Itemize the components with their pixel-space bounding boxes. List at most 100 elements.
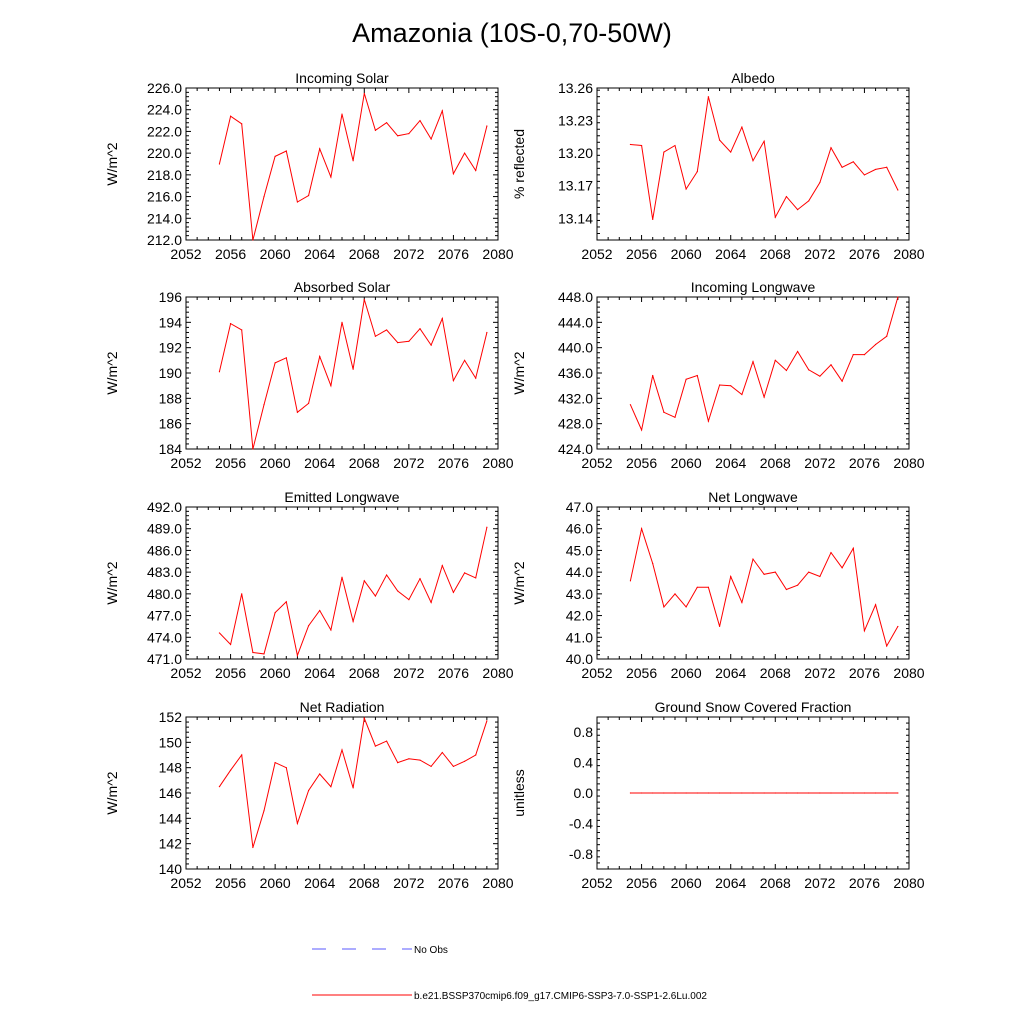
data-point [752, 160, 754, 162]
data-point [229, 769, 232, 771]
x-tick-label: 2068 [760, 246, 791, 262]
data-point [397, 590, 399, 592]
data-point [307, 789, 310, 792]
data-point [475, 377, 477, 379]
y-tick-label: 216.0 [147, 189, 182, 205]
data-point [463, 572, 466, 574]
data-point [730, 792, 732, 794]
data-point [774, 571, 776, 573]
plot-frame [596, 296, 910, 450]
data-point [274, 155, 276, 157]
data-point [863, 174, 866, 176]
data-point [486, 526, 488, 528]
panel-title: Absorbed Solar [294, 279, 391, 295]
data-point [652, 218, 654, 220]
y-axis-label: W/m^2 [104, 351, 120, 394]
data-point [830, 552, 832, 554]
data-point [296, 822, 299, 825]
x-tick-label: 2064 [304, 875, 335, 891]
data-point [352, 160, 354, 162]
x-tick-label: 2064 [304, 665, 335, 681]
data-point [397, 762, 399, 764]
data-point [430, 344, 432, 346]
ticks [185, 87, 499, 241]
x-tick-label: 2072 [393, 246, 424, 262]
data-point [640, 429, 643, 431]
y-tick-label: 146 [159, 785, 183, 801]
data-point [707, 792, 710, 794]
panel-title: Net Radiation [300, 699, 385, 715]
data-point [430, 138, 432, 140]
data-point [897, 296, 899, 298]
data-point [707, 96, 710, 98]
panel-title: Emitted Longwave [284, 489, 399, 505]
data-point [419, 759, 421, 761]
data-point [307, 402, 310, 404]
y-axis-label: % reflected [511, 129, 527, 199]
data-point [718, 139, 721, 141]
data-point [463, 152, 466, 154]
data-point [385, 740, 388, 742]
data-point [707, 586, 710, 588]
data-point [274, 762, 276, 764]
y-tick-label: 448.0 [558, 289, 593, 305]
y-tick-label: 0.0 [574, 785, 594, 801]
y-tick-label: 150 [159, 734, 183, 750]
panel-title: Net Longwave [708, 489, 798, 505]
data-point [486, 125, 488, 127]
x-tick-label: 2080 [893, 665, 924, 681]
y-tick-label: 186 [159, 416, 183, 432]
y-tick-label: 222.0 [147, 123, 182, 139]
data-point [341, 113, 343, 115]
x-tick-label: 2068 [349, 246, 380, 262]
data-point [430, 601, 432, 604]
x-tick-label: 2076 [438, 875, 469, 891]
x-tick-label: 2060 [260, 455, 291, 471]
y-axis-label: unitless [511, 769, 527, 816]
y-tick-label: -0.4 [569, 815, 593, 831]
x-tick-label: 2080 [893, 246, 924, 262]
series-line [218, 299, 488, 450]
x-tick-label: 2072 [804, 455, 835, 471]
data-point [874, 792, 877, 794]
data-point [897, 189, 899, 191]
series-line [630, 96, 899, 220]
x-tick-label: 2080 [482, 665, 513, 681]
data-point [874, 343, 877, 346]
y-tick-label: 42.0 [566, 608, 593, 624]
x-tick-label: 2056 [626, 246, 657, 262]
plot-frame [596, 506, 910, 660]
y-tick-label: 152 [159, 709, 183, 725]
data-point [252, 846, 254, 849]
data-point [363, 580, 365, 582]
data-point [218, 786, 221, 788]
panels: Incoming Solar W/m^2 2052 2056 2060 2064 2068 2… [104, 70, 925, 891]
data-point [808, 571, 810, 573]
data-point [674, 792, 676, 794]
data-point [730, 385, 732, 387]
x-tick-label: 2064 [715, 875, 746, 891]
x-tick-label: 2076 [438, 455, 469, 471]
data-point [774, 359, 776, 361]
x-tick-label: 2056 [626, 875, 657, 891]
y-tick-label: 218.0 [147, 167, 182, 183]
data-point [663, 792, 665, 794]
x-tick-label: 2068 [349, 665, 380, 681]
y-axis-label: W/m^2 [104, 142, 120, 185]
y-tick-label: 486.0 [147, 542, 182, 558]
data-point [763, 573, 765, 575]
data-point [486, 720, 488, 722]
data-point [852, 547, 854, 549]
data-point [785, 792, 788, 794]
y-tick-label: 424.0 [558, 441, 593, 457]
x-tick-label: 2080 [482, 246, 513, 262]
y-tick-label: 184 [159, 441, 183, 457]
data-point [629, 792, 632, 794]
data-point [263, 810, 265, 812]
data-point [352, 787, 354, 789]
data-point [374, 595, 377, 597]
x-tick-label: 2052 [170, 875, 201, 891]
data-point [696, 586, 698, 588]
x-tick-label: 2060 [671, 875, 702, 891]
figure-title: Amazonia (10S-0,70-50W) [352, 18, 672, 48]
